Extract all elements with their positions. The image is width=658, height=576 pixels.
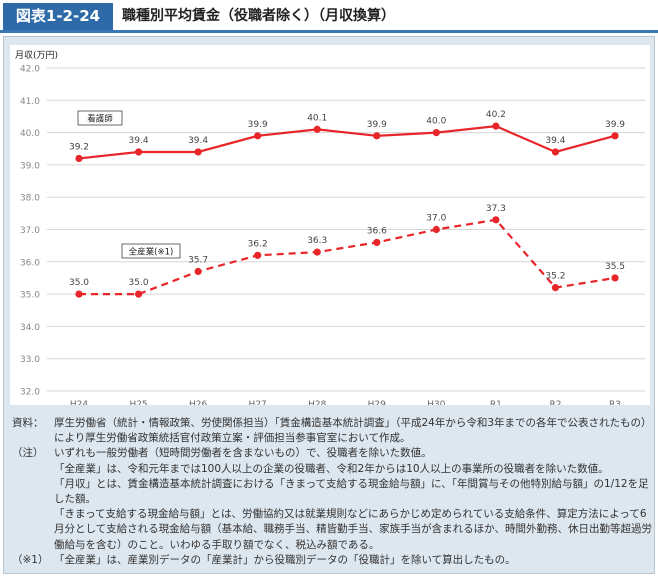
note-row: 「きまって支給する現金給与額」とは、労働協約又は就業規則などにあらかじめ定められ… [12, 507, 652, 553]
note-text: 「月収」とは、賃金構造基本統計調査における「きまって支給する現金給与額」に、「年… [54, 477, 649, 506]
data-label: 40.2 [486, 110, 506, 120]
data-point [75, 290, 83, 298]
y-axis-label: 月収(万円) [15, 49, 58, 61]
y-tick-label: 37.0 [20, 226, 40, 236]
data-label: 40.1 [307, 113, 327, 123]
note-key: 資料： [12, 417, 44, 429]
data-point [432, 225, 440, 234]
header: 図表1-2-24 職種別平均賃金（役職者除く）（月収換算） [0, 0, 658, 33]
data-point [313, 125, 321, 133]
note-row: （注） いずれも一般労働者（短時間労働者を含まないもの）で、役職者を除いた数値。 [12, 446, 652, 461]
note-text: 「全産業」は、令和元年までは100人以上の企業の役職者、令和2年からは10人以上… [54, 462, 609, 475]
x-tick-label: H30 [427, 400, 445, 405]
y-tick-label: 34.0 [20, 323, 40, 333]
data-label: 40.0 [426, 117, 446, 127]
data-label: 35.5 [605, 262, 625, 272]
note-key [12, 477, 54, 507]
data-label: 39.9 [367, 120, 387, 130]
data-point [611, 132, 619, 140]
y-tick-label: 32.0 [20, 388, 40, 398]
data-point [75, 154, 83, 163]
y-tick-label: 39.0 [20, 161, 40, 171]
chart-area: 月収(万円) 32.0 33.0 34.0 35.0 36.0 37.0 38.0 39.0 40… [10, 45, 650, 410]
data-label: 39.4 [188, 136, 208, 146]
x-tick-label: H28 [308, 400, 326, 405]
y-tick-label: 41.0 [20, 97, 40, 107]
x-tick-label: R1 [490, 400, 502, 405]
x-tick-label: R3 [609, 400, 621, 405]
data-point [254, 251, 262, 259]
data-point [134, 290, 143, 298]
notes: 資料： 厚生労働省（統計・情報政策、労使関係担当）「賃金構造基本統計調査」（平成2… [12, 416, 652, 568]
note-row: 「月収」とは、賃金構造基本統計調査における「きまって支給する現金給与額」に、「年… [12, 477, 652, 507]
y-tick-label: 33.0 [20, 355, 40, 365]
note-key [12, 462, 54, 477]
data-label: 39.9 [248, 120, 268, 130]
note-key: （注） [12, 447, 44, 460]
data-point [373, 132, 381, 140]
figure-title: 職種別平均賃金（役職者除く）（月収換算） [122, 8, 395, 24]
legend-label: 全産業(※1) [129, 247, 174, 258]
data-label: 36.3 [307, 236, 327, 246]
note-row: 「全産業」は、令和元年までは100人以上の企業の役職者、令和2年からは10人以上… [12, 462, 652, 477]
data-point [373, 238, 381, 247]
data-point [432, 129, 440, 137]
x-tick-label: R2 [549, 400, 561, 405]
data-label: 36.6 [367, 226, 387, 236]
data-point [492, 216, 500, 224]
data-label: 35.0 [129, 278, 149, 288]
data-point [134, 148, 143, 156]
y-tick-label: 38.0 [20, 194, 40, 204]
y-tick-label: 40.0 [20, 129, 40, 139]
y-tick-label: 36.0 [20, 258, 40, 268]
data-label: 39.4 [545, 136, 565, 146]
note-text: 厚生労働省（統計・情報政策、労使関係担当）「賃金構造基本統計調査」（平成24年か… [54, 417, 652, 445]
y-tick-label: 42.0 [20, 65, 40, 75]
note-text: 「きまって支給する現金給与額」とは、労働協約又は就業規則などにあらかじめ定められ… [54, 508, 652, 551]
legend-box [77, 110, 123, 126]
data-label: 36.2 [248, 239, 268, 249]
x-tick-label: H26 [189, 400, 207, 405]
x-tick-label: H25 [129, 400, 147, 405]
line-chart: 月収(万円) 32.0 33.0 34.0 35.0 36.0 37.0 38.0 39.0 40… [15, 49, 645, 410]
legend-box [121, 243, 181, 259]
data-label: 35.7 [188, 255, 208, 265]
figure-number: 図表1-2-24 [3, 3, 113, 30]
data-point [313, 248, 321, 256]
data-label: 35.0 [69, 278, 89, 288]
data-label: 37.0 [426, 214, 446, 224]
data-point [611, 274, 619, 282]
data-point [254, 132, 262, 140]
note-text: 「全産業」は、産業別データの「産業計」から役職別データの「役職計」を除いて算出し… [54, 553, 516, 566]
y-tick-label: 35.0 [20, 291, 40, 301]
data-point [551, 148, 560, 156]
note-text: いずれも一般労働者（短時間労働者を含まないもの）で、役職者を除いた数値。 [54, 447, 432, 460]
x-tick-label: H24 [70, 400, 88, 405]
series-line-0 [78, 125, 616, 160]
data-label: 39.9 [605, 120, 625, 130]
x-tick-label: H27 [249, 400, 267, 405]
data-point [194, 267, 202, 276]
data-point [194, 148, 202, 156]
data-point [492, 122, 500, 130]
x-tick-label: H29 [368, 400, 386, 405]
data-label: 39.4 [129, 136, 149, 146]
legend-label: 看護師 [87, 114, 113, 125]
data-label: 37.3 [486, 204, 506, 214]
data-label: 39.2 [69, 142, 89, 152]
note-row: 資料： 厚生労働省（統計・情報政策、労使関係担当）「賃金構造基本統計調査」（平成2… [12, 416, 652, 446]
note-key [12, 507, 54, 553]
data-point [551, 284, 560, 292]
note-key: （※1） [12, 553, 49, 566]
data-label: 35.2 [545, 272, 565, 282]
note-row: （※1） 「全産業」は、産業別データの「産業計」から役職別データの「役職計」を除い… [12, 553, 652, 568]
series-line-1 [79, 218, 616, 296]
